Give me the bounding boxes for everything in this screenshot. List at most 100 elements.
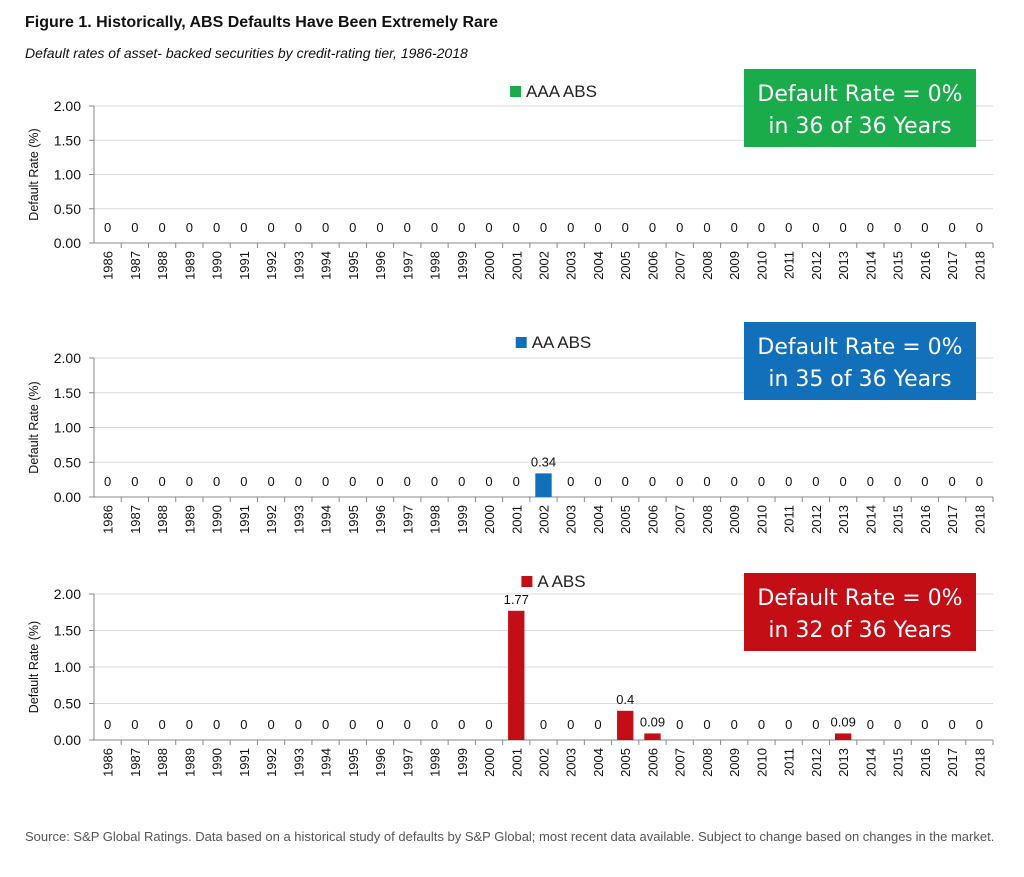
x-tick-label: 2016 xyxy=(918,748,933,777)
x-tick-label: 1987 xyxy=(128,505,143,534)
data-label-2001: 0 xyxy=(513,220,520,235)
data-label-1994: 0 xyxy=(322,220,329,235)
x-tick-label: 2010 xyxy=(754,748,769,777)
x-tick-label: 1987 xyxy=(128,748,143,777)
x-tick-label: 1992 xyxy=(264,505,279,534)
data-label-1990: 0 xyxy=(213,220,220,235)
x-tick-label: 2003 xyxy=(564,251,579,280)
y-tick-label: 0.50 xyxy=(54,201,81,217)
callout-line-2: in 32 of 36 Years xyxy=(768,618,951,643)
x-tick-label: 2009 xyxy=(727,748,742,777)
data-label-2002: 0 xyxy=(540,220,547,235)
x-tick-label: 2014 xyxy=(863,251,878,280)
x-tick-label: 2018 xyxy=(972,505,987,534)
callout-box: Default Rate = 0% in 32 of 36 Years xyxy=(744,573,976,651)
data-label-2018: 0 xyxy=(976,220,983,235)
data-label-1995: 0 xyxy=(349,717,356,732)
figure-title: Figure 1. Historically, ABS Defaults Hav… xyxy=(25,14,499,31)
data-label-2007: 0 xyxy=(676,220,683,235)
x-tick-label: 2010 xyxy=(754,251,769,280)
x-tick-label: 2016 xyxy=(918,251,933,280)
y-tick-label: 0.00 xyxy=(54,732,81,748)
data-label-1989: 0 xyxy=(186,717,193,732)
x-tick-label: 1989 xyxy=(182,505,197,534)
data-label-2015: 0 xyxy=(894,474,901,489)
y-tick-label: 2.00 xyxy=(54,98,81,114)
data-label-2004: 0 xyxy=(594,717,601,732)
data-label-2013: 0.09 xyxy=(831,714,856,729)
data-label-2010: 0 xyxy=(758,220,765,235)
bar-2005 xyxy=(617,710,634,740)
x-tick-label: 2008 xyxy=(700,505,715,534)
data-label-2012: 0 xyxy=(812,220,819,235)
data-label-2001: 0 xyxy=(513,474,520,489)
x-tick-label: 2008 xyxy=(700,748,715,777)
x-tick-label: 2017 xyxy=(945,505,960,534)
data-label-2009: 0 xyxy=(731,717,738,732)
x-tick-label: 1990 xyxy=(210,505,225,534)
x-tick-label: 2005 xyxy=(618,505,633,534)
data-label-2009: 0 xyxy=(731,220,738,235)
data-label-2018: 0 xyxy=(976,717,983,732)
x-tick-label: 1988 xyxy=(155,748,170,777)
data-label-1990: 0 xyxy=(213,474,220,489)
data-label-2008: 0 xyxy=(703,474,710,489)
data-label-2013: 0 xyxy=(840,220,847,235)
x-tick-label: 2014 xyxy=(863,505,878,534)
callout-background xyxy=(744,322,976,400)
data-label-1987: 0 xyxy=(131,474,138,489)
data-label-1987: 0 xyxy=(131,220,138,235)
x-tick-label: 1993 xyxy=(291,251,306,280)
data-label-2000: 0 xyxy=(485,220,492,235)
data-label-2009: 0 xyxy=(731,474,738,489)
panel-title: AA ABS xyxy=(532,333,592,352)
data-label-1991: 0 xyxy=(240,220,247,235)
x-tick-label: 1986 xyxy=(101,251,116,280)
x-tick-label: 1992 xyxy=(264,251,279,280)
x-tick-label: 1994 xyxy=(319,748,334,777)
data-label-1995: 0 xyxy=(349,474,356,489)
data-label-2005: 0.4 xyxy=(616,692,634,707)
data-label-1996: 0 xyxy=(376,220,383,235)
data-label-1997: 0 xyxy=(404,717,411,732)
x-tick-label: 1987 xyxy=(128,251,143,280)
panel-title: A ABS xyxy=(537,572,585,591)
x-tick-label: 1986 xyxy=(101,748,116,777)
data-label-1998: 0 xyxy=(431,220,438,235)
y-tick-label: 1.00 xyxy=(54,659,81,675)
bar-2001 xyxy=(508,610,525,740)
data-label-1989: 0 xyxy=(186,220,193,235)
x-tick-label: 1998 xyxy=(428,251,443,280)
y-tick-label: 1.50 xyxy=(54,623,81,639)
data-label-2012: 0 xyxy=(812,717,819,732)
data-label-2011: 0 xyxy=(785,474,792,489)
x-tick-label: 2007 xyxy=(673,748,688,777)
callout-box: Default Rate = 0% in 36 of 36 Years xyxy=(744,69,976,147)
x-tick-label: 1991 xyxy=(237,505,252,534)
data-label-2010: 0 xyxy=(758,474,765,489)
data-label-2014: 0 xyxy=(867,220,874,235)
x-tick-label: 2008 xyxy=(700,251,715,280)
data-label-2001: 1.77 xyxy=(504,592,529,607)
x-tick-label: 1988 xyxy=(155,251,170,280)
y-tick-label: 2.00 xyxy=(54,586,81,602)
data-label-1995: 0 xyxy=(349,220,356,235)
x-tick-label: 2013 xyxy=(836,748,851,777)
x-tick-label: 2009 xyxy=(727,505,742,534)
data-label-1993: 0 xyxy=(295,474,302,489)
y-tick-label: 1.50 xyxy=(54,385,81,401)
data-label-1988: 0 xyxy=(158,474,165,489)
x-tick-label: 2012 xyxy=(809,505,824,534)
data-label-1993: 0 xyxy=(295,220,302,235)
data-label-2003: 0 xyxy=(567,220,574,235)
bar-2002 xyxy=(535,473,552,497)
y-tick-label: 0.50 xyxy=(54,696,81,712)
x-tick-label: 2003 xyxy=(564,505,579,534)
data-label-2008: 0 xyxy=(703,717,710,732)
data-label-1988: 0 xyxy=(158,220,165,235)
x-tick-label: 2013 xyxy=(836,251,851,280)
x-tick-label: 2015 xyxy=(891,251,906,280)
callout-line-1: Default Rate = 0% xyxy=(757,335,962,360)
data-label-2008: 0 xyxy=(703,220,710,235)
